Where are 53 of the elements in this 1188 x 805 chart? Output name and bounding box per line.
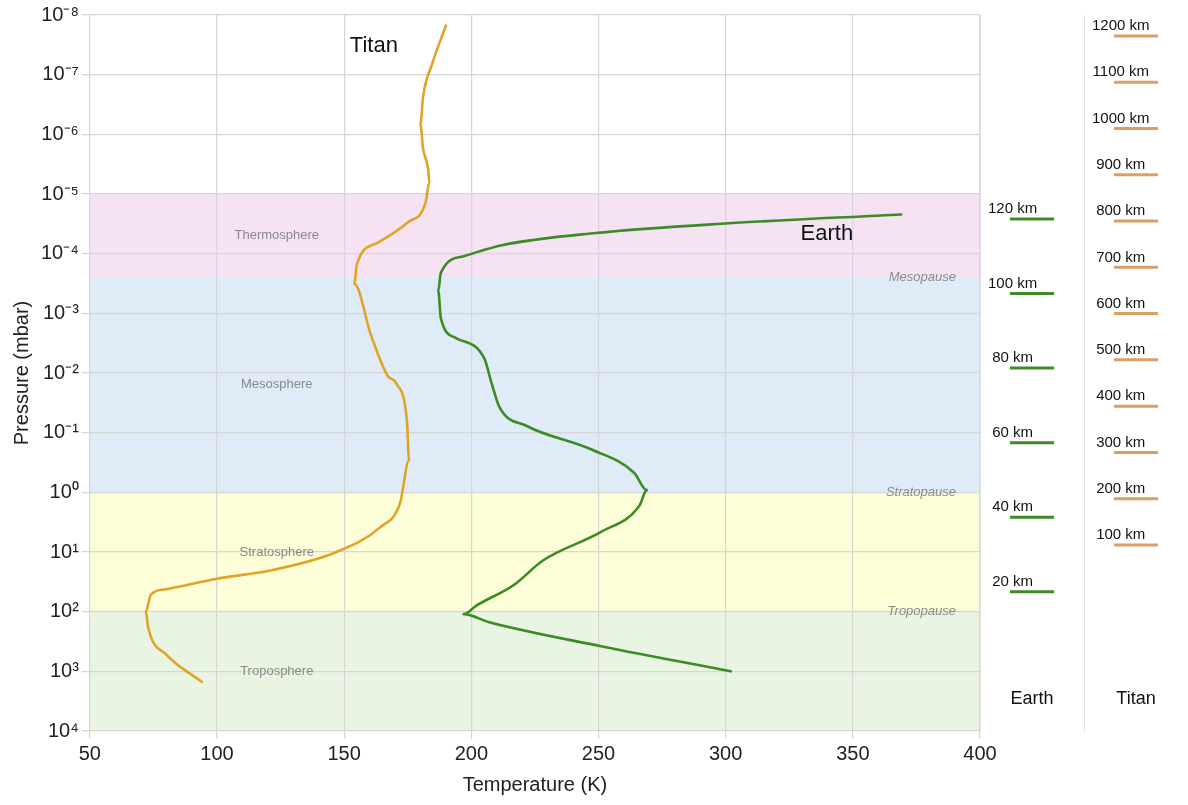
y3-tick-label: 1000 km <box>1091 108 1150 126</box>
x-tick-label: 150 <box>327 741 361 764</box>
y2-tick-label: 120 km <box>987 199 1038 217</box>
y3-tick-label: 500 km <box>1096 340 1146 358</box>
y-tick-label: 10² <box>49 599 80 622</box>
y3-tick-label: 300 km <box>1096 432 1146 450</box>
y-tick-label: 10⁴ <box>48 718 79 741</box>
y-tick-label: 10⁻⁸ <box>41 2 79 25</box>
y2-tick-label: 20 km <box>992 571 1034 589</box>
x-tick-label: 200 <box>454 741 489 764</box>
y3-tick-label: 1200 km <box>1091 16 1150 34</box>
x-tick-label: 400 <box>963 741 997 764</box>
x-tick-label: 50 <box>78 741 101 764</box>
y-tick-label: 10⁻⁷ <box>42 62 79 85</box>
y-tick-label: 10⁻⁶ <box>41 121 79 144</box>
y-tick-label: 10¹ <box>49 539 80 562</box>
y3-axis-title: Titan <box>1116 687 1156 708</box>
band-label: Stratosphere <box>239 543 314 559</box>
annotation: Tropopause <box>887 603 956 619</box>
x-tick-label: 300 <box>708 741 743 764</box>
y2-tick-label: 60 km <box>992 422 1034 440</box>
series-label: Titan <box>349 31 398 57</box>
y3-tick-label: 900 km <box>1096 155 1146 172</box>
y-tick-label: 10⁻⁵ <box>41 181 79 204</box>
annotation: Stratopause <box>885 483 956 499</box>
x-tick-label: 250 <box>581 741 616 764</box>
y-axis-title: Pressure (mbar) <box>9 300 32 446</box>
x-axis-title: Temperature (K) <box>462 772 608 795</box>
y3-tick-label: 700 km <box>1096 247 1146 265</box>
y3-tick-label: 600 km <box>1096 293 1146 311</box>
y-tick-label: 10⁰ <box>49 479 79 502</box>
y2-tick-label: 80 km <box>992 348 1034 366</box>
series-label: Earth <box>800 220 854 246</box>
y3-tick-label: 1100 km <box>1092 62 1149 80</box>
y-tick-label: 10⁻¹ <box>42 420 80 443</box>
y-tick-label: 10⁻⁴ <box>41 241 79 264</box>
y3-tick-label: 200 km <box>1096 478 1146 496</box>
band-label: Troposphere <box>240 662 314 678</box>
y3-tick-label: 800 km <box>1096 201 1146 219</box>
y-tick-label: 10⁻³ <box>42 300 80 323</box>
y3-tick-label: 400 km <box>1096 386 1146 404</box>
y3-tick-label: 100 km <box>1096 525 1146 543</box>
annotation: Mesopause <box>888 269 956 285</box>
y-tick-label: 10³ <box>49 658 80 681</box>
band-label: Mesosphere <box>241 376 313 392</box>
y2-tick-label: 100 km <box>987 273 1038 291</box>
x-tick-label: 100 <box>200 741 234 764</box>
x-tick-label: 350 <box>836 741 870 764</box>
line-series <box>144 24 448 684</box>
y-tick-label: 10⁻² <box>42 360 80 383</box>
band-label: Thermosphere <box>234 227 320 243</box>
y2-axis-title: Earth <box>1010 687 1054 708</box>
y2-tick-label: 40 km <box>992 497 1034 515</box>
